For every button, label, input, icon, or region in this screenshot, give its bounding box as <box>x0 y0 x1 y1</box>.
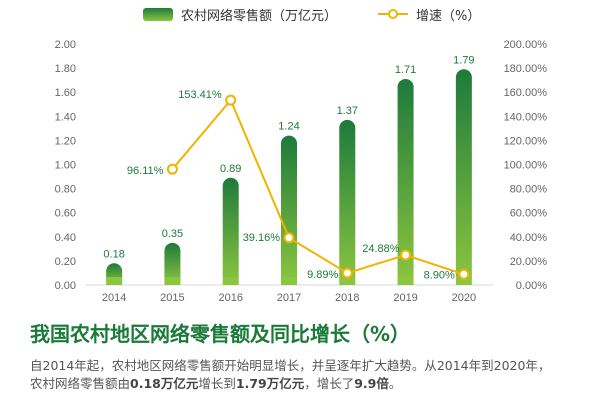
bar-base <box>455 277 472 285</box>
bar-labels: 0.18 0.35 0.89 1.24 1.37 1.71 1.79 <box>103 54 474 260</box>
growth-point <box>458 268 470 280</box>
y-right-tick-label: 40.00% <box>510 232 548 244</box>
chart: 农村网络零售额（万亿元） 增速（%） 0.00 0.20 0.40 0.60 0.80 1… <box>55 8 548 304</box>
y-right-tick-label: 180.00% <box>504 63 548 75</box>
y-left-tick-label: 0.80 <box>55 184 76 196</box>
description-line-2: 农村网络零售额由0.18万亿元增长到1.79万亿元，增长了9.9倍。 <box>30 375 592 393</box>
description-highlight: 0.18万亿元 <box>130 376 199 391</box>
description-line-1: 自2014年起，农村地区网络零售额开始明显增长，并呈逐年扩大趋势。从2014年到… <box>30 358 551 373</box>
y-left-tick-label: 1.40 <box>55 111 76 123</box>
growth-data-label: 9.89% <box>307 269 338 281</box>
bar-data-label: 1.79 <box>453 54 474 66</box>
y-right-tick-label: 160.00% <box>504 87 548 99</box>
legend-bar-label: 农村网络零售额（万亿元） <box>181 8 337 24</box>
x-tick-label: 2016 <box>218 292 242 304</box>
y-right-tick-label: 140.00% <box>504 111 548 123</box>
bar-data-label: 0.89 <box>220 163 241 175</box>
growth-data-label: 8.90% <box>424 269 455 281</box>
y-left-tick-label: 2.00 <box>55 39 76 51</box>
bar-data-label: 1.71 <box>395 64 416 76</box>
bar-base <box>164 277 181 285</box>
description-highlight: 1.79万亿元 <box>235 376 305 391</box>
y-left-tick-label: 0.00 <box>55 280 76 292</box>
bar-data-label: 1.24 <box>278 121 299 133</box>
x-axis: 2014 2015 2016 2017 2018 2019 2020 <box>102 292 476 304</box>
growth-data-label: 24.88% <box>362 243 400 255</box>
bar <box>222 177 239 285</box>
y-left-tick-label: 1.00 <box>55 160 76 172</box>
y-left-tick-label: 1.20 <box>55 135 76 147</box>
bar-base <box>222 277 239 285</box>
legend: 农村网络零售额（万亿元） 增速（%） <box>143 8 480 24</box>
x-tick-label: 2019 <box>393 292 417 304</box>
bar-series <box>106 69 472 286</box>
legend-line-label: 增速（%） <box>416 9 480 24</box>
description-text: ，增长了 <box>304 376 355 391</box>
line-series <box>166 94 470 280</box>
line-labels: 96.11% 153.41% 39.16% 9.89% 24.88% 8.90% <box>127 89 455 281</box>
y-axis-right: 0.00% 20.00% 40.00% 60.00% 80.00% 100.00% 120.… <box>504 39 548 292</box>
bar <box>455 69 472 286</box>
growth-data-label: 39.16% <box>243 232 281 244</box>
y-right-tick-label: 120.00% <box>504 135 548 147</box>
bar-data-label: 1.37 <box>337 105 358 117</box>
y-right-tick-label: 0.00% <box>516 280 547 292</box>
x-tick-label: 2015 <box>160 292 184 304</box>
growth-point <box>400 249 412 261</box>
description-text: 增长到 <box>198 376 236 391</box>
x-tick-label: 2018 <box>335 292 359 304</box>
y-left-tick-label: 1.80 <box>55 63 76 75</box>
y-right-tick-label: 80.00% <box>510 184 548 196</box>
bar <box>281 135 297 285</box>
growth-data-label: 96.11% <box>127 165 164 177</box>
x-tick-label: 2020 <box>452 292 476 304</box>
growth-point <box>341 267 353 279</box>
x-tick-label: 2017 <box>277 292 301 304</box>
growth-point <box>166 163 178 175</box>
growth-point <box>225 94 237 106</box>
bar <box>164 242 181 285</box>
y-axis-left: 0.00 0.20 0.40 0.60 0.80 1.00 1.20 1.40 1.60 1.80… <box>55 39 76 292</box>
bar-base <box>106 277 123 285</box>
y-right-tick-label: 100.00% <box>504 160 548 172</box>
bar-data-label: 0.18 <box>103 248 124 260</box>
y-left-tick-label: 0.40 <box>55 232 76 244</box>
x-tick-label: 2014 <box>102 292 126 304</box>
legend-line-marker <box>388 9 398 19</box>
y-right-tick-label: 200.00% <box>504 39 548 51</box>
growth-line <box>171 98 465 276</box>
description: 自2014年起，农村地区网络零售额开始明显增长，并呈逐年扩大趋势。从2014年到… <box>30 357 592 393</box>
bar-base <box>281 277 297 285</box>
description-text: 农村网络零售额由 <box>30 376 131 391</box>
chart-svg: 农村网络零售额（万亿元） 增速（%） 0.00 0.20 0.40 0.60 0.80 1… <box>55 8 548 304</box>
y-right-tick-label: 60.00% <box>510 208 548 220</box>
description-highlight: 9.9倍 <box>354 376 389 391</box>
chart-title: 我国农村地区网络零售额及同比增长（%） <box>30 322 411 346</box>
bar <box>397 78 414 285</box>
y-right-tick-label: 20.00% <box>510 256 548 268</box>
bar-base <box>339 277 356 285</box>
legend-bar-swatch <box>143 8 173 21</box>
y-left-tick-label: 1.60 <box>55 87 76 99</box>
bar-data-label: 0.35 <box>162 228 183 240</box>
growth-point <box>283 232 295 244</box>
y-left-tick-label: 0.60 <box>55 208 76 220</box>
bar-base <box>397 277 414 285</box>
growth-data-label: 153.41% <box>178 89 222 101</box>
description-text: 。 <box>388 376 402 391</box>
y-left-tick-label: 0.20 <box>55 256 76 268</box>
bar <box>339 119 356 285</box>
